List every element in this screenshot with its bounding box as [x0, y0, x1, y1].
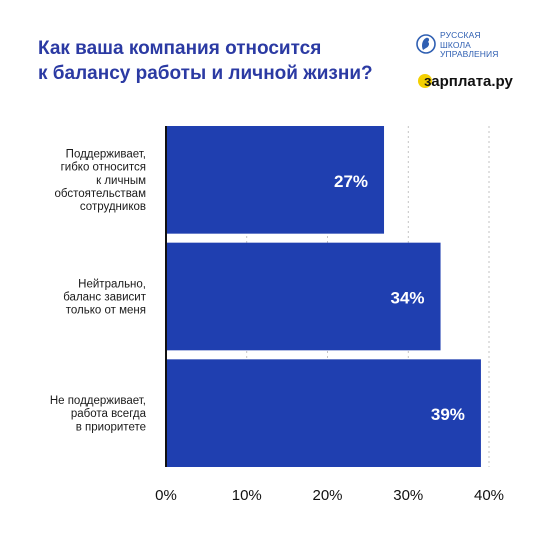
x-tick-label-40: 40%: [474, 487, 504, 504]
category-label-line: в приоритете: [76, 421, 146, 433]
category-label-line: работа всегда: [71, 408, 147, 420]
x-tick-label-10: 10%: [232, 487, 262, 504]
category-label-line: сотрудников: [80, 201, 146, 213]
zarplata-logo: зарплата.ру: [418, 72, 513, 92]
rshu-logo-line-2: ШКОЛА: [440, 39, 471, 50]
category-label-line: Нейтрально,: [78, 278, 146, 290]
bar-1: [166, 242, 441, 351]
x-tick-label-30: 30%: [393, 487, 423, 504]
data-label-1: 34%: [391, 289, 425, 308]
data-label-0: 27%: [334, 172, 368, 191]
zarplata-dot-icon: [418, 74, 432, 88]
category-label-line: к личным: [96, 175, 146, 187]
rshu-logo-line-3: УПРАВЛЕНИЯ: [440, 49, 499, 59]
chart-title-line-1: Как ваша компания относится: [38, 38, 322, 59]
bar-2: [166, 359, 481, 467]
category-label-line: только от меня: [66, 305, 146, 317]
category-label-1: Нейтрально, баланс зависит только от меня: [63, 278, 146, 316]
category-label-line: Не поддерживает,: [50, 395, 146, 407]
category-label-2: Не поддерживает, работа всегда в приоритет…: [50, 395, 147, 433]
chart-title-line-2: к балансу работы и личной жизни?: [38, 63, 373, 84]
chart-title: Как ваша компания относится к балансу ра…: [38, 36, 378, 86]
category-label-line: баланс зависит: [63, 292, 146, 304]
bar-0: [166, 126, 385, 234]
zarplata-logo-text: зарплата.ру: [424, 73, 513, 90]
category-label-line: Поддерживает,: [66, 148, 146, 160]
rshu-logo: РУССКАЯ ШКОЛА УПРАВЛЕНИЯ: [416, 30, 526, 66]
data-label-2: 39%: [431, 405, 465, 424]
x-tick-label-0: 0%: [155, 487, 177, 504]
category-label-0: Поддерживает, гибко относится к личным обст…: [54, 148, 146, 213]
category-label-line: гибко относится: [61, 162, 146, 174]
x-tick-label-20: 20%: [312, 487, 342, 504]
rshu-logo-text: РУССКАЯ ШКОЛА УПРАВЛЕНИЯ: [440, 30, 499, 60]
rshu-emblem-icon: [416, 34, 436, 54]
rshu-logo-line-1: РУССКАЯ: [440, 30, 481, 40]
category-label-line: обстоятельствам: [54, 188, 146, 200]
